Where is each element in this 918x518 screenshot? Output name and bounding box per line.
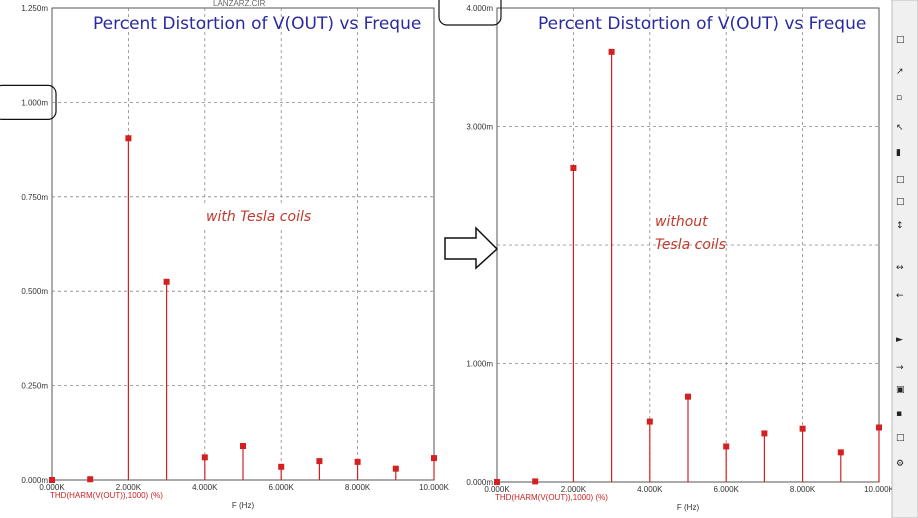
toolbar-button-icon[interactable]: ▣ <box>896 385 905 395</box>
annotation-text: Tesla coils <box>655 237 726 253</box>
y-tick-label: 1.250m <box>21 4 48 13</box>
data-point-marker <box>494 479 500 485</box>
y-tick-label: 1.000m <box>466 360 493 369</box>
x-tick-label: 4.000K <box>192 483 218 492</box>
side-toolbar: □ ↗ ▫ ↖ ▮ □ □ ↕ ↔ ← ► → ▣ ▪ □ ⚙ <box>891 0 918 518</box>
file-name: LANZARZ.CIR <box>213 0 266 8</box>
x-tick-label: 2.000K <box>116 483 142 492</box>
x-tick-label: 0.000K <box>39 483 65 492</box>
toolbar-button-icon[interactable]: ⚙ <box>896 459 904 469</box>
data-point-marker <box>646 418 653 425</box>
x-axis-label: F (Hz) <box>677 503 700 512</box>
x-tick-label: 6.000K <box>714 485 740 494</box>
y-tick-label: 0.750m <box>21 193 48 202</box>
toolbar-button-icon[interactable]: ↕ <box>896 221 904 231</box>
data-point-marker <box>876 424 882 431</box>
toolbar-button-icon[interactable]: ↗ <box>896 67 904 77</box>
y-tick-label: 1.000m <box>21 98 48 107</box>
y-tick-label: 3.000m <box>466 123 493 132</box>
trace-label: THD(HARM(V(OUT)),1000) (%) <box>495 493 608 502</box>
toolbar-button-icon[interactable]: □ <box>896 197 905 207</box>
x-tick-label: 2.000K <box>561 485 587 494</box>
y-tick-label: 4.000m <box>466 4 493 13</box>
x-axis-label: F (Hz) <box>232 501 255 510</box>
chart-without-tesla-coils: 0.000m1.000m2.000m3.000m4.000m0.000K2.00… <box>438 0 895 512</box>
y-tick-label: 0.000m <box>21 476 48 485</box>
x-tick-label: 10.000K <box>419 483 449 492</box>
x-tick-label: 8.000K <box>790 485 816 494</box>
data-point-marker <box>354 458 361 465</box>
data-point-marker <box>278 463 285 470</box>
data-point-marker <box>837 449 844 456</box>
highlight-box <box>0 84 57 120</box>
x-tick-label: 10.000K <box>864 485 894 494</box>
data-point-marker <box>685 393 691 400</box>
toolbar-button-icon[interactable]: ▪ <box>896 409 902 419</box>
data-point-marker <box>125 135 132 142</box>
y-tick-label: 0.000m <box>466 478 493 487</box>
toolbar-button-icon[interactable]: ↔ <box>896 263 904 273</box>
x-tick-label: 6.000K <box>269 483 295 492</box>
data-point-marker <box>201 454 208 461</box>
toolbar-button-icon[interactable]: ▮ <box>896 148 901 158</box>
toolbar-button-icon[interactable]: ← <box>896 291 904 301</box>
toolbar-button-icon[interactable]: □ <box>896 433 905 443</box>
x-tick-label: 0.000K <box>484 485 510 494</box>
chart-title: Percent Distortion of V(OUT) vs Freque <box>538 14 866 34</box>
toolbar-button-icon[interactable]: ▫ <box>896 93 902 103</box>
chart-with-tesla-coils: 0.000m 0.250m 0.500m 0.750m 1.000m 1.250m 0.00… <box>0 4 450 510</box>
trace-label: THD(HARM(V(OUT)),1000) (%) <box>50 491 163 500</box>
toolbar-button-icon[interactable]: → <box>896 363 904 373</box>
data-point-marker <box>532 478 539 485</box>
toolbar-button-icon[interactable]: ↖ <box>896 123 904 133</box>
toolbar-button-icon[interactable]: ► <box>896 335 903 345</box>
data-point-marker <box>240 443 246 450</box>
annotation-background <box>202 205 330 227</box>
data-point-marker <box>761 430 768 437</box>
data-point-marker <box>608 48 615 55</box>
data-point-marker <box>431 455 437 462</box>
x-tick-label: 8.000K <box>345 483 371 492</box>
chart-title: Percent Distortion of V(OUT) vs Freque <box>93 14 421 34</box>
data-point-marker <box>163 278 170 285</box>
y-tick-label: 0.250m <box>21 382 48 391</box>
data-point-marker <box>723 443 730 450</box>
data-point-marker <box>392 465 399 472</box>
y-tick-label: 0.500m <box>21 287 48 296</box>
right-arrow-icon <box>444 226 499 270</box>
toolbar-button-icon[interactable]: □ <box>896 175 905 185</box>
data-point-marker <box>570 164 577 171</box>
x-tick-label: 4.000K <box>637 485 663 494</box>
highlight-box <box>438 0 502 26</box>
annotation-text: without <box>655 214 708 230</box>
data-point-marker <box>87 476 94 483</box>
data-point-marker <box>49 477 55 483</box>
data-point-marker <box>316 458 323 465</box>
toolbar-button-icon[interactable]: □ <box>896 35 905 45</box>
plot-area <box>51 7 435 481</box>
annotation-text: with Tesla coils <box>206 209 311 225</box>
data-point-marker <box>799 425 806 432</box>
